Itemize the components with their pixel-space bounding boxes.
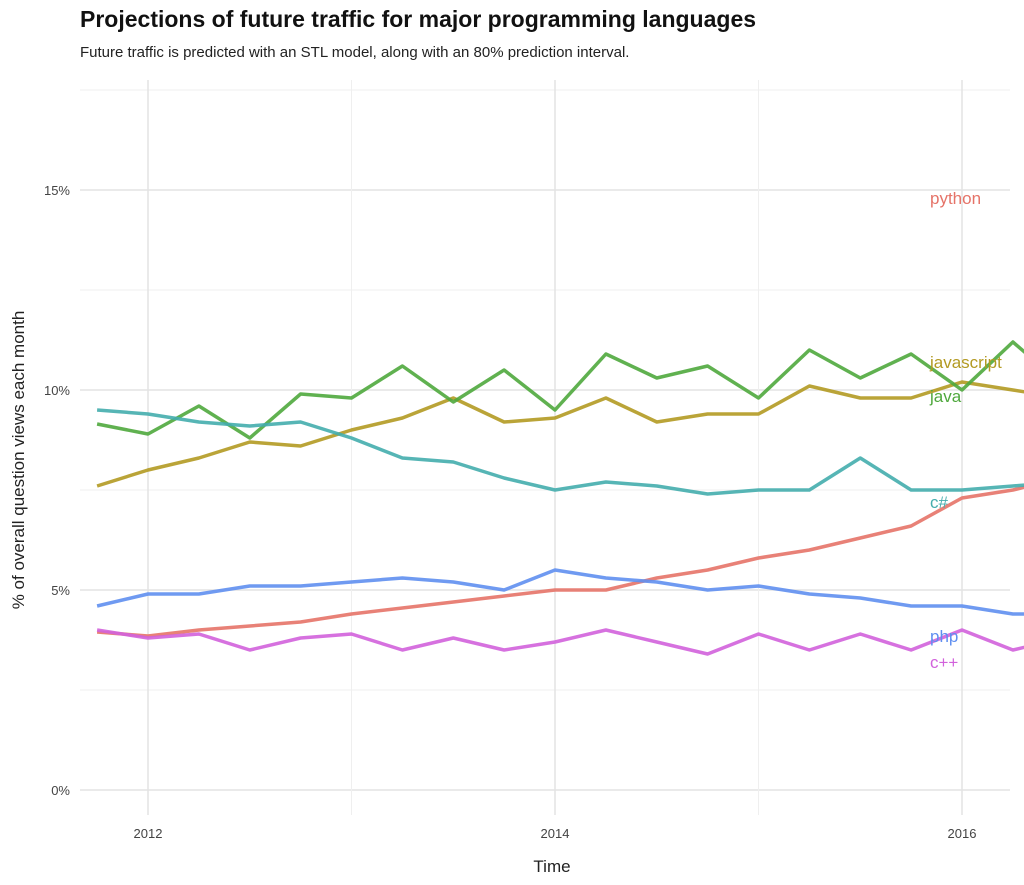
y-tick-label: 5% [51, 583, 70, 598]
series-label-java: java [929, 387, 962, 406]
x-tick-label: 2014 [541, 826, 570, 841]
chart-title: Projections of future traffic for major … [80, 6, 757, 32]
x-tick-label: 2012 [134, 826, 163, 841]
chart-subtitle: Future traffic is predicted with an STL … [80, 44, 630, 61]
y-tick-label: 15% [44, 183, 70, 198]
x-tick-label: 2016 [948, 826, 977, 841]
series-line-php [96, 568, 1024, 616]
y-tick-label: 0% [51, 783, 70, 798]
series-label-javascript: javascript [929, 353, 1002, 372]
series-label-c#: c# [930, 493, 949, 512]
series-line-python [96, 485, 1024, 638]
y-axis-label: % of overall question views each month [9, 311, 28, 610]
series-label-c++: c++ [930, 653, 958, 672]
series-label-python: python [930, 189, 981, 208]
x-axis-label: Time [533, 857, 570, 876]
y-tick-label: 10% [44, 383, 70, 398]
series-label-php: php [930, 627, 958, 646]
series-line-javascript [96, 380, 1024, 488]
series-line-c++ [96, 628, 1024, 656]
series-line-java [96, 340, 1024, 440]
series-line-c# [96, 408, 1024, 496]
